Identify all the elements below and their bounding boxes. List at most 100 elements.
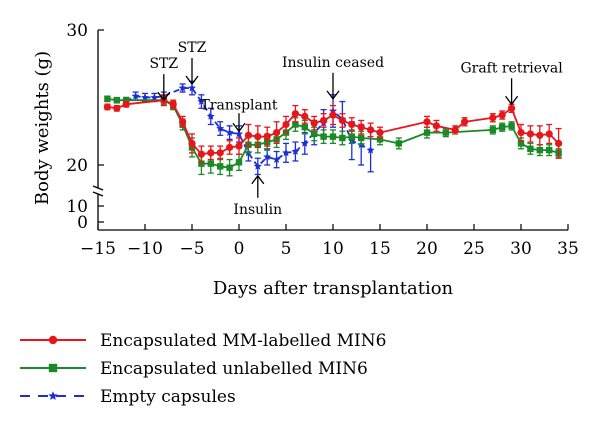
data-point bbox=[207, 160, 214, 167]
data-point bbox=[48, 335, 58, 345]
data-point bbox=[263, 133, 271, 141]
data-point bbox=[300, 139, 309, 147]
legend-entry: Encapsulated unlabelled MIN6 bbox=[20, 359, 368, 379]
data-point bbox=[498, 111, 506, 119]
data-point bbox=[357, 123, 365, 131]
data-point bbox=[517, 129, 525, 137]
data-point bbox=[489, 126, 496, 134]
data-point bbox=[536, 131, 544, 139]
data-point bbox=[207, 149, 215, 157]
data-point bbox=[555, 139, 563, 147]
data-point bbox=[338, 116, 346, 125]
data-point bbox=[104, 95, 111, 103]
data-point bbox=[206, 112, 215, 120]
x-tick-label: −10 bbox=[127, 239, 163, 259]
data-point bbox=[273, 129, 281, 137]
annotation-graft-retrieval: Graft retrieval bbox=[460, 60, 563, 106]
data-point bbox=[311, 130, 318, 138]
data-point bbox=[113, 97, 120, 104]
data-point bbox=[461, 118, 469, 126]
data-point bbox=[103, 103, 111, 111]
data-point bbox=[122, 100, 130, 108]
y-tick-label: 10 bbox=[66, 197, 88, 217]
data-point bbox=[367, 126, 375, 134]
annotation-arrowhead bbox=[251, 174, 265, 185]
data-point bbox=[225, 128, 234, 136]
data-point bbox=[282, 120, 290, 129]
data-point bbox=[376, 136, 384, 143]
data-point bbox=[348, 133, 355, 140]
annotation-arrowhead bbox=[505, 95, 519, 106]
data-point bbox=[339, 134, 346, 142]
data-point bbox=[320, 116, 328, 125]
data-point bbox=[451, 126, 459, 134]
annotation-text: Transplant bbox=[200, 97, 277, 113]
x-tick-label: 0 bbox=[234, 239, 245, 259]
data-point bbox=[235, 129, 243, 138]
y-tick-label: 0 bbox=[77, 213, 88, 233]
data-point bbox=[292, 121, 299, 128]
data-point bbox=[508, 122, 515, 130]
annotation-insulin: Insulin bbox=[233, 174, 282, 218]
data-point bbox=[517, 140, 525, 147]
annotation-text: STZ bbox=[149, 56, 178, 72]
y-axis-label: Body weights (g) bbox=[32, 51, 53, 205]
data-point bbox=[263, 152, 272, 161]
data-point bbox=[235, 142, 243, 150]
data-point bbox=[253, 162, 262, 170]
x-tick-label: 35 bbox=[557, 239, 579, 259]
data-point bbox=[178, 83, 187, 92]
data-point bbox=[150, 93, 159, 101]
data-point bbox=[48, 391, 58, 400]
data-point bbox=[197, 150, 205, 158]
data-point bbox=[226, 164, 233, 171]
data-point bbox=[376, 129, 384, 137]
data-point bbox=[310, 119, 318, 127]
x-tick-label: 5 bbox=[281, 239, 292, 259]
y-tick-label: 20 bbox=[66, 156, 88, 176]
data-point bbox=[508, 104, 516, 112]
data-point bbox=[244, 131, 252, 139]
x-tick-label: 10 bbox=[322, 239, 344, 259]
annotation-transplant: Transplant bbox=[200, 97, 278, 133]
legend: Encapsulated MM-labelled MIN6 Encapsulate… bbox=[20, 331, 386, 407]
data-point bbox=[348, 120, 356, 129]
data-point bbox=[198, 160, 205, 167]
data-point bbox=[123, 97, 130, 104]
axis-break-mark bbox=[92, 185, 104, 191]
annotation-stz: STZ bbox=[149, 56, 178, 102]
data-point bbox=[442, 129, 449, 136]
data-point bbox=[329, 133, 337, 140]
data-point bbox=[188, 139, 196, 147]
data-point bbox=[536, 146, 543, 154]
annotation-text: Graft retrieval bbox=[460, 60, 563, 76]
legend-label: Encapsulated MM-labelled MIN6 bbox=[100, 331, 386, 351]
data-point bbox=[179, 118, 187, 126]
series-layer bbox=[103, 80, 563, 177]
x-axis-label: Days after transplantation bbox=[213, 278, 454, 299]
legend-label: Empty capsules bbox=[100, 387, 236, 407]
data-point bbox=[489, 114, 497, 122]
legend-entry: Encapsulated MM-labelled MIN6 bbox=[20, 331, 386, 351]
data-point bbox=[546, 146, 553, 154]
y-tick-label: 30 bbox=[66, 21, 88, 41]
data-point bbox=[188, 83, 196, 92]
x-tick-label: −15 bbox=[80, 239, 116, 259]
annotation-arrowhead bbox=[157, 91, 171, 102]
annotation-arrowhead bbox=[185, 75, 199, 86]
data-point bbox=[395, 140, 402, 147]
annotation-text: STZ bbox=[178, 40, 207, 56]
data-point bbox=[545, 130, 553, 138]
data-point bbox=[291, 110, 299, 118]
annotation-arrowhead bbox=[326, 90, 340, 100]
x-tick-label: −5 bbox=[179, 239, 204, 259]
annotation-text: Insulin bbox=[233, 202, 282, 218]
annotation-text: Insulin ceased bbox=[282, 55, 384, 71]
x-tick-label: 20 bbox=[416, 239, 438, 259]
data-point bbox=[366, 145, 375, 154]
data-point bbox=[499, 124, 506, 131]
data-point bbox=[216, 149, 224, 157]
data-point bbox=[301, 124, 308, 131]
